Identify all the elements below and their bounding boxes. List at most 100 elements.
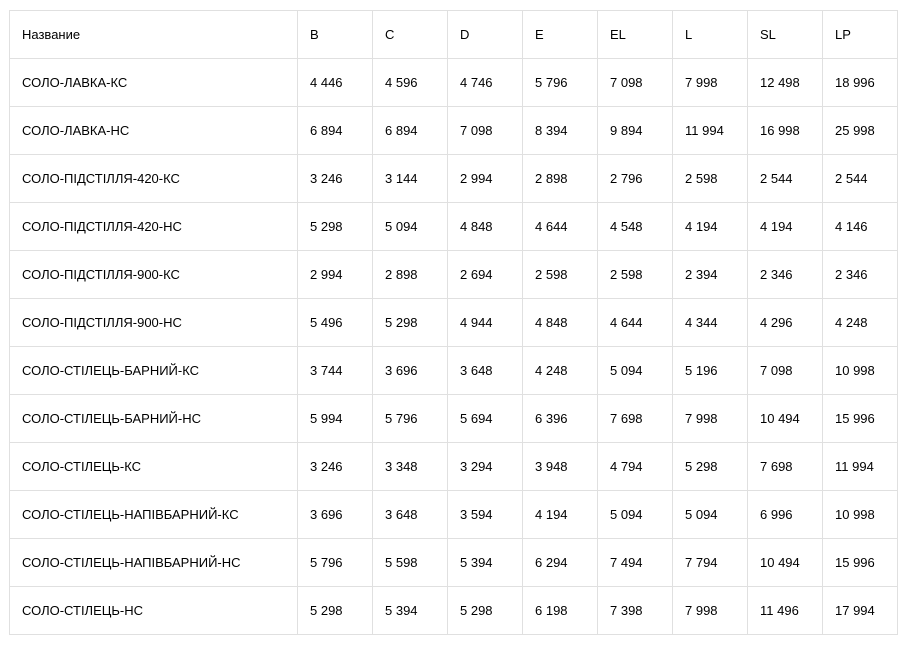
cell-value: 4 794: [598, 443, 673, 491]
cell-value: 7 998: [673, 587, 748, 635]
cell-value: 5 094: [673, 491, 748, 539]
cell-value: 5 298: [298, 587, 373, 635]
table-row: СОЛО-ПІДСТІЛЛЯ-900-КС2 9942 8982 6942 59…: [10, 251, 898, 299]
cell-value: 2 346: [748, 251, 823, 299]
cell-value: 2 544: [823, 155, 898, 203]
cell-name: СОЛО-СТІЛЕЦЬ-БАРНИЙ-НС: [10, 395, 298, 443]
cell-value: 2 694: [448, 251, 523, 299]
cell-value: 5 994: [298, 395, 373, 443]
column-header-l: L: [673, 11, 748, 59]
cell-value: 2 346: [823, 251, 898, 299]
cell-value: 5 598: [373, 539, 448, 587]
cell-name: СОЛО-СТІЛЕЦЬ-БАРНИЙ-КС: [10, 347, 298, 395]
cell-name: СОЛО-ПІДСТІЛЛЯ-420-НС: [10, 203, 298, 251]
column-header-c: C: [373, 11, 448, 59]
table-body: СОЛО-ЛАВКА-КС4 4464 5964 7465 7967 0987 …: [10, 59, 898, 635]
cell-value: 2 994: [298, 251, 373, 299]
cell-value: 5 196: [673, 347, 748, 395]
column-header-b: B: [298, 11, 373, 59]
cell-value: 3 696: [373, 347, 448, 395]
cell-value: 3 294: [448, 443, 523, 491]
cell-value: 7 998: [673, 395, 748, 443]
cell-value: 6 894: [373, 107, 448, 155]
cell-value: 7 698: [598, 395, 673, 443]
cell-value: 2 598: [598, 251, 673, 299]
cell-value: 6 996: [748, 491, 823, 539]
table-header: Название B C D E EL L SL LP: [10, 11, 898, 59]
cell-value: 2 544: [748, 155, 823, 203]
cell-value: 6 396: [523, 395, 598, 443]
cell-value: 9 894: [598, 107, 673, 155]
cell-name: СОЛО-СТІЛЕЦЬ-КС: [10, 443, 298, 491]
cell-value: 2 994: [448, 155, 523, 203]
cell-value: 4 848: [448, 203, 523, 251]
cell-name: СОЛО-СТІЛЕЦЬ-НАПІВБАРНИЙ-КС: [10, 491, 298, 539]
cell-value: 10 998: [823, 491, 898, 539]
table-row: СОЛО-СТІЛЕЦЬ-НС5 2985 3945 2986 1987 398…: [10, 587, 898, 635]
cell-value: 4 146: [823, 203, 898, 251]
column-header-lp: LP: [823, 11, 898, 59]
cell-value: 3 948: [523, 443, 598, 491]
cell-value: 4 848: [523, 299, 598, 347]
table-row: СОЛО-СТІЛЕЦЬ-БАРНИЙ-НС5 9945 7965 6946 3…: [10, 395, 898, 443]
cell-name: СОЛО-СТІЛЕЦЬ-НС: [10, 587, 298, 635]
cell-value: 5 694: [448, 395, 523, 443]
cell-value: 7 698: [748, 443, 823, 491]
column-header-sl: SL: [748, 11, 823, 59]
cell-value: 4 194: [523, 491, 598, 539]
table-row: СОЛО-ПІДСТІЛЛЯ-420-КС3 2463 1442 9942 89…: [10, 155, 898, 203]
cell-value: 2 394: [673, 251, 748, 299]
cell-value: 5 394: [373, 587, 448, 635]
cell-value: 6 198: [523, 587, 598, 635]
cell-value: 5 796: [298, 539, 373, 587]
cell-name: СОЛО-ЛАВКА-КС: [10, 59, 298, 107]
cell-value: 5 496: [298, 299, 373, 347]
cell-value: 4 344: [673, 299, 748, 347]
table-row: СОЛО-ПІДСТІЛЛЯ-900-НС5 4965 2984 9444 84…: [10, 299, 898, 347]
cell-value: 4 194: [673, 203, 748, 251]
cell-value: 5 298: [373, 299, 448, 347]
column-header-name: Название: [10, 11, 298, 59]
cell-value: 4 194: [748, 203, 823, 251]
cell-name: СОЛО-ПІДСТІЛЛЯ-900-НС: [10, 299, 298, 347]
cell-value: 15 996: [823, 539, 898, 587]
cell-value: 15 996: [823, 395, 898, 443]
cell-value: 5 298: [673, 443, 748, 491]
cell-value: 7 398: [598, 587, 673, 635]
cell-value: 2 598: [673, 155, 748, 203]
table-row: СОЛО-СТІЛЕЦЬ-НАПІВБАРНИЙ-НС5 7965 5985 3…: [10, 539, 898, 587]
cell-value: 3 144: [373, 155, 448, 203]
cell-value: 4 644: [598, 299, 673, 347]
cell-value: 7 098: [748, 347, 823, 395]
cell-name: СОЛО-ЛАВКА-НС: [10, 107, 298, 155]
cell-value: 4 548: [598, 203, 673, 251]
cell-value: 7 998: [673, 59, 748, 107]
cell-value: 12 498: [748, 59, 823, 107]
cell-value: 6 294: [523, 539, 598, 587]
column-header-el: EL: [598, 11, 673, 59]
cell-value: 5 298: [448, 587, 523, 635]
cell-value: 5 796: [373, 395, 448, 443]
cell-value: 4 248: [823, 299, 898, 347]
cell-value: 3 246: [298, 443, 373, 491]
cell-value: 11 496: [748, 587, 823, 635]
cell-value: 5 094: [598, 347, 673, 395]
cell-value: 4 596: [373, 59, 448, 107]
cell-value: 8 394: [523, 107, 598, 155]
cell-value: 7 098: [598, 59, 673, 107]
cell-value: 4 296: [748, 299, 823, 347]
table-row: СОЛО-СТІЛЕЦЬ-БАРНИЙ-КС3 7443 6963 6484 2…: [10, 347, 898, 395]
table-row: СОЛО-СТІЛЕЦЬ-КС3 2463 3483 2943 9484 794…: [10, 443, 898, 491]
cell-value: 4 248: [523, 347, 598, 395]
cell-value: 10 494: [748, 539, 823, 587]
cell-value: 25 998: [823, 107, 898, 155]
table-row: СОЛО-ПІДСТІЛЛЯ-420-НС5 2985 0944 8484 64…: [10, 203, 898, 251]
cell-name: СОЛО-ПІДСТІЛЛЯ-420-КС: [10, 155, 298, 203]
cell-value: 5 394: [448, 539, 523, 587]
cell-value: 11 994: [673, 107, 748, 155]
cell-value: 2 598: [523, 251, 598, 299]
cell-value: 6 894: [298, 107, 373, 155]
cell-value: 2 898: [373, 251, 448, 299]
table-row: СОЛО-ЛАВКА-КС4 4464 5964 7465 7967 0987 …: [10, 59, 898, 107]
cell-value: 4 644: [523, 203, 598, 251]
